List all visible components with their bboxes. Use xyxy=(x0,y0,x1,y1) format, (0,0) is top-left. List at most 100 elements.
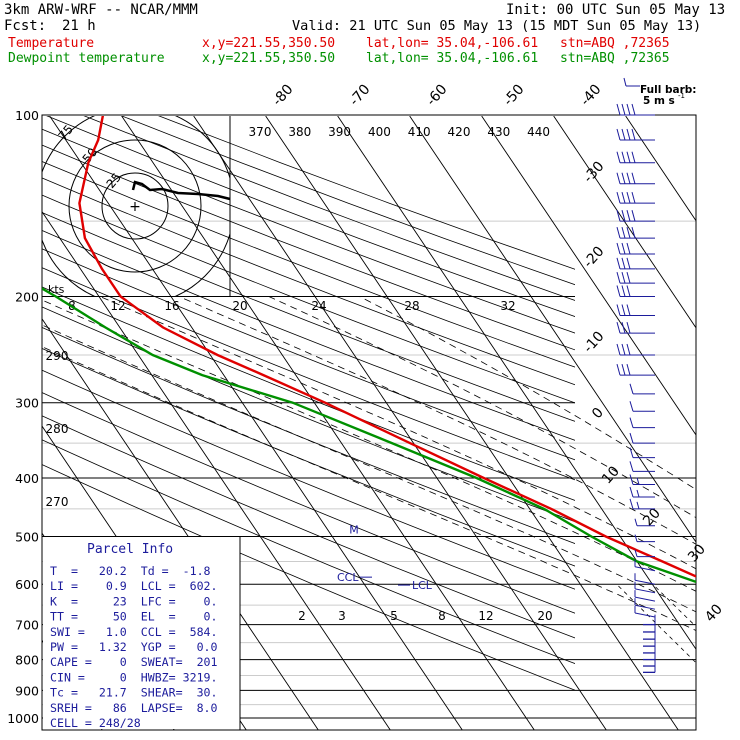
moist-adiabat xyxy=(268,296,696,519)
speed-label: 16 xyxy=(164,299,179,313)
barb-flag xyxy=(616,226,621,239)
temperature-station: stn=ABQ ,72365 xyxy=(560,36,670,51)
dry-adiabat xyxy=(42,439,575,665)
barb-flag xyxy=(636,477,640,485)
barb-flag xyxy=(616,191,621,204)
barb-flag xyxy=(626,343,631,356)
wind-barb xyxy=(629,498,655,510)
isotherm-label: -80 xyxy=(269,81,296,109)
dewpoint-location: x,y=221.55,350.50 xyxy=(202,51,336,66)
theta-label: 440 xyxy=(527,125,550,139)
dry-adiabat xyxy=(42,326,575,544)
barb-staff xyxy=(634,596,656,602)
isotherm-label: -40 xyxy=(577,81,604,109)
dry-adiabat xyxy=(42,177,575,386)
barb-flag xyxy=(629,383,634,394)
marker-lcl: LCL xyxy=(412,579,433,592)
dry-adiabat xyxy=(42,415,575,639)
parcel-info-title: Parcel Info xyxy=(87,542,173,557)
wind-barb xyxy=(629,447,655,459)
barb-flag xyxy=(626,321,631,334)
isotherm-line xyxy=(0,116,30,730)
wind-barb xyxy=(643,656,656,667)
forecast-label: Fcst: xyxy=(4,18,47,34)
isotherm-line xyxy=(553,116,696,329)
parcel-info-row: CIN = 0 HWBZ= 3219. xyxy=(50,670,218,684)
barb-flag xyxy=(636,489,640,498)
valid-time: Valid: 21 UTC Sun 05 May 13 (15 MDT Sun … xyxy=(292,18,702,34)
barb-flag xyxy=(629,486,634,498)
barb-flag xyxy=(626,242,631,255)
barb-flag xyxy=(616,304,621,316)
hodograph-ring-label: 75 xyxy=(56,122,77,143)
wind-barb xyxy=(629,474,655,486)
barb-flag xyxy=(634,534,638,542)
barb-flag xyxy=(616,257,621,270)
parcel-info-row: LI = 0.9 LCL = 602. xyxy=(50,579,218,593)
wind-barb xyxy=(616,271,655,284)
barb-flag xyxy=(634,518,638,526)
barb-flag xyxy=(616,271,621,284)
barb-flag xyxy=(634,549,638,557)
barb-flag xyxy=(631,128,636,141)
pressure-tick-label: 500 xyxy=(15,529,39,544)
mixing-ratio-label: 12 xyxy=(478,609,493,623)
isotherm-line xyxy=(121,116,535,730)
barb-flag xyxy=(629,401,634,412)
hodograph-trace xyxy=(131,180,231,201)
isotherm-line xyxy=(42,318,319,730)
wind-barb xyxy=(634,581,656,594)
temperature-curve xyxy=(78,116,696,578)
mixing-ratio-label: 5 xyxy=(390,609,398,623)
isotherm-line xyxy=(265,116,679,730)
dry-adiabat xyxy=(42,194,575,404)
barb-flag xyxy=(636,501,640,510)
dry-adiabat xyxy=(42,464,575,691)
pressure-tick-label: 200 xyxy=(15,290,39,305)
isotherm-line xyxy=(625,116,696,222)
wind-barb xyxy=(616,103,655,116)
wind-barb xyxy=(616,343,655,356)
barb-flag xyxy=(626,210,631,222)
wind-barb xyxy=(629,461,655,472)
isotherm-label: 40 xyxy=(702,601,726,625)
barb-flag xyxy=(626,226,631,239)
barb-flag xyxy=(621,304,626,316)
wind-barb xyxy=(629,486,655,498)
wind-barb xyxy=(629,401,655,412)
wind-barb xyxy=(616,172,655,185)
wind-barb xyxy=(616,304,655,316)
legend-exponent: -1 xyxy=(678,92,685,100)
isotherm-line xyxy=(337,116,696,651)
isotherm-line xyxy=(193,116,607,730)
barb-flag xyxy=(621,285,626,297)
hodograph-ring xyxy=(68,139,202,273)
wind-barb xyxy=(634,598,656,610)
parcel-info-row: T = 20.2 Td = -1.8 xyxy=(50,564,211,578)
isotherm-line xyxy=(42,210,391,730)
barb-flag xyxy=(631,172,636,184)
wind-barb xyxy=(643,636,656,647)
barb-flag xyxy=(631,151,636,163)
dewpoint-legend: Dewpoint temperature xyxy=(8,51,165,66)
barb-flag xyxy=(631,210,636,222)
barb-flag xyxy=(616,210,621,222)
wind-barb xyxy=(643,649,656,661)
barb-flag xyxy=(621,257,626,270)
init-time: Init: 00 UTC Sun 05 May 13 xyxy=(506,2,726,18)
wind-barb xyxy=(616,191,655,204)
barb-flag xyxy=(616,103,621,116)
wind-barb xyxy=(616,226,655,239)
barb-flag xyxy=(616,242,621,255)
dry-adiabat xyxy=(42,392,575,614)
barb-flag xyxy=(616,343,621,356)
theta-label: 270 xyxy=(46,495,69,509)
barb-staff xyxy=(634,566,656,572)
wind-barb xyxy=(616,210,655,222)
isotherm-label: -70 xyxy=(346,81,373,109)
barb-flag xyxy=(621,321,626,334)
barb-flag xyxy=(621,151,626,163)
isotherm-line xyxy=(481,116,696,436)
wind-barb xyxy=(634,606,656,618)
